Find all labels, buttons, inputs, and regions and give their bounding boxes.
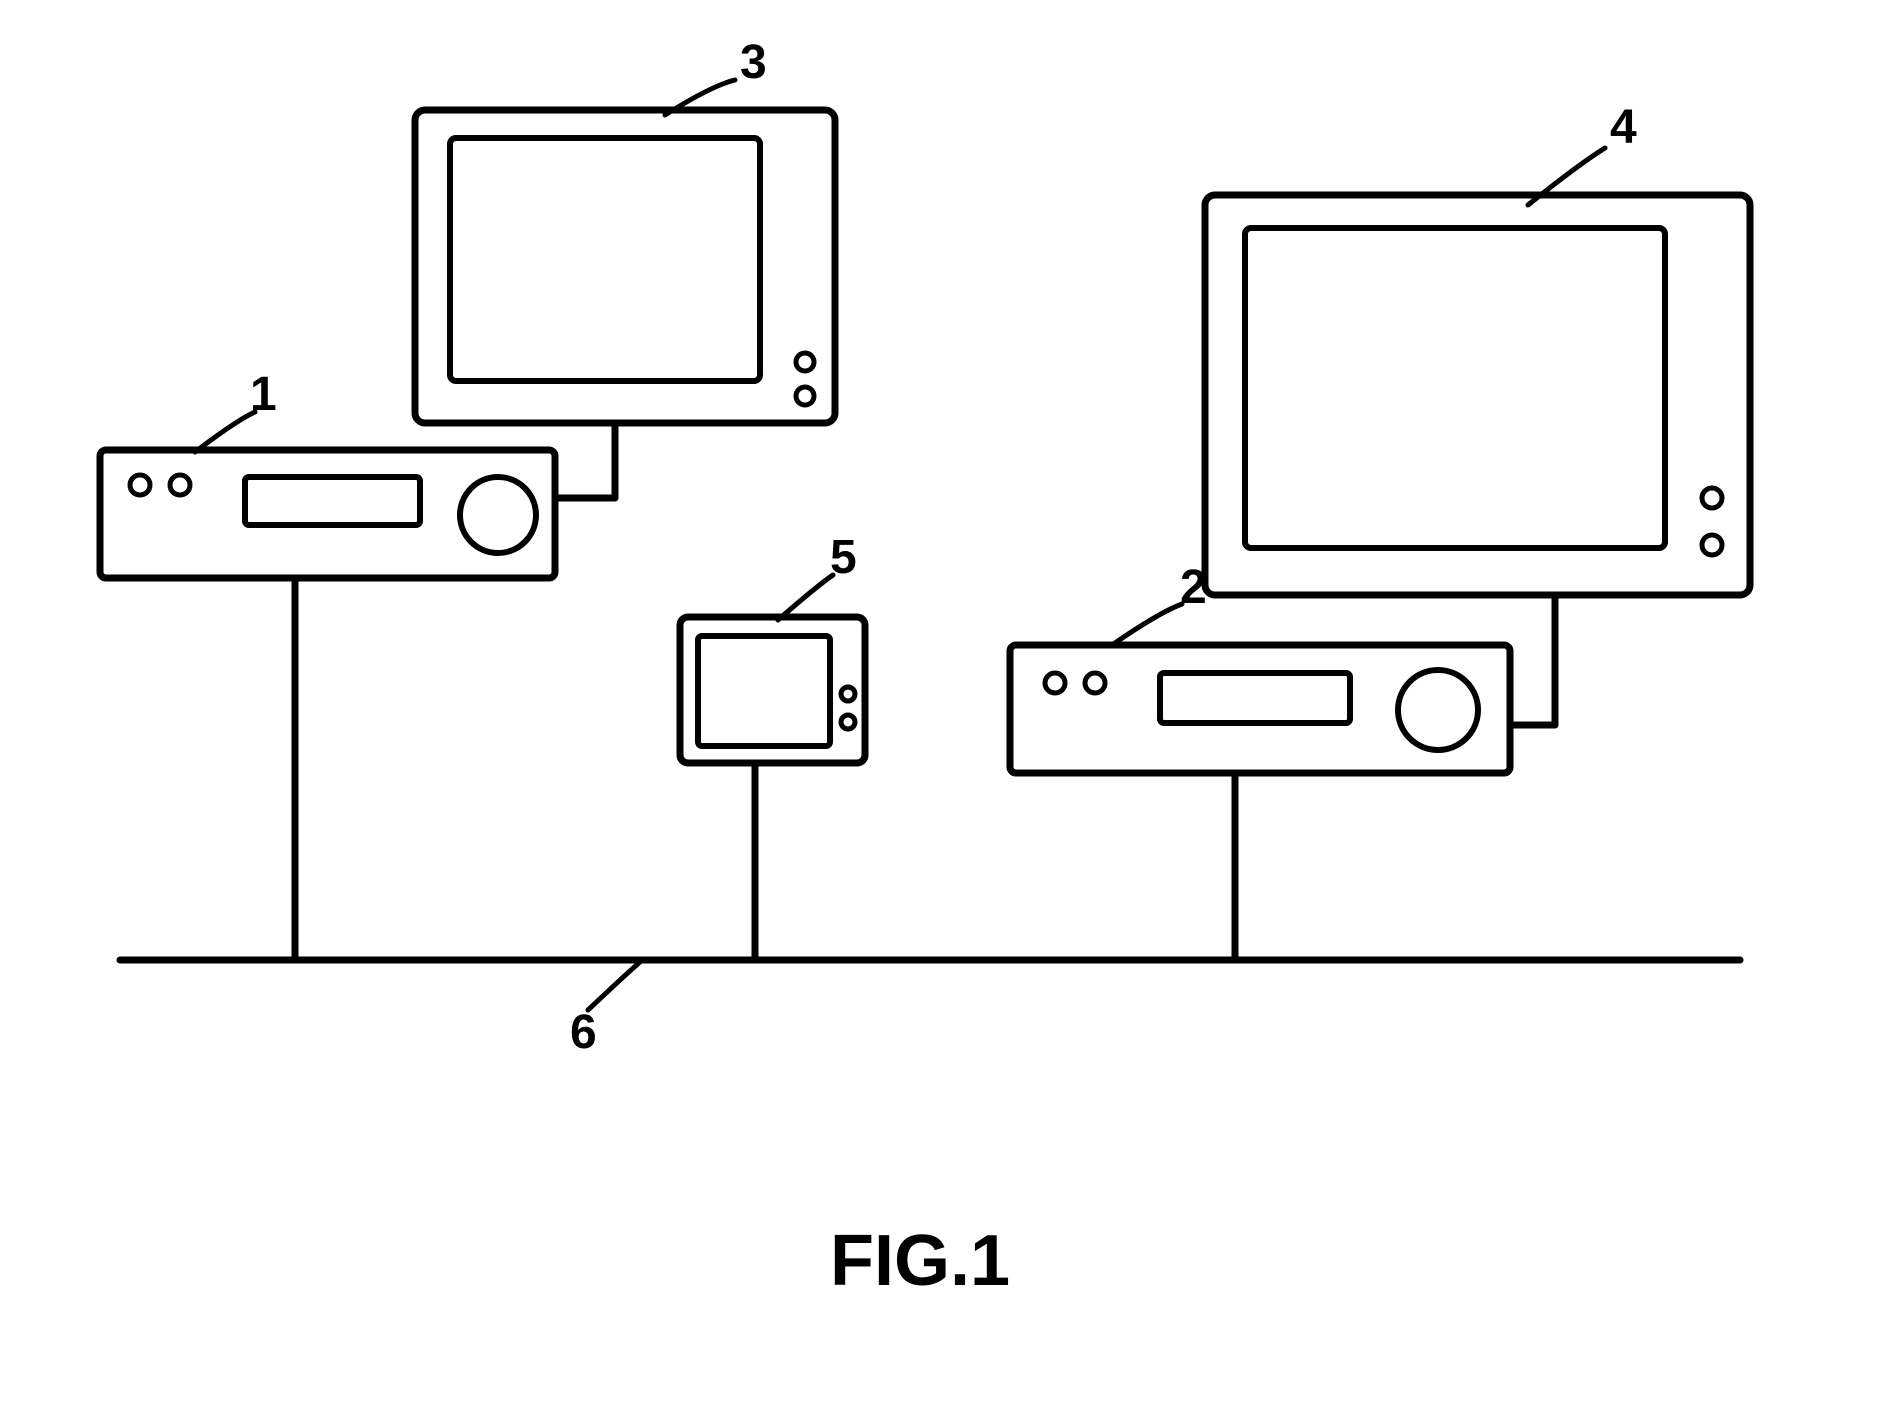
diagram-svg — [0, 0, 1882, 1409]
label-4: 4 — [1610, 100, 1637, 155]
label-1: 1 — [250, 367, 277, 422]
label-3: 3 — [740, 35, 767, 90]
label-5: 5 — [830, 530, 857, 585]
label-2: 2 — [1180, 560, 1207, 615]
figure-canvas: 1 2 3 4 5 6 FIG.1 — [0, 0, 1882, 1409]
label-6: 6 — [570, 1005, 597, 1060]
figure-caption: FIG.1 — [830, 1220, 1010, 1302]
